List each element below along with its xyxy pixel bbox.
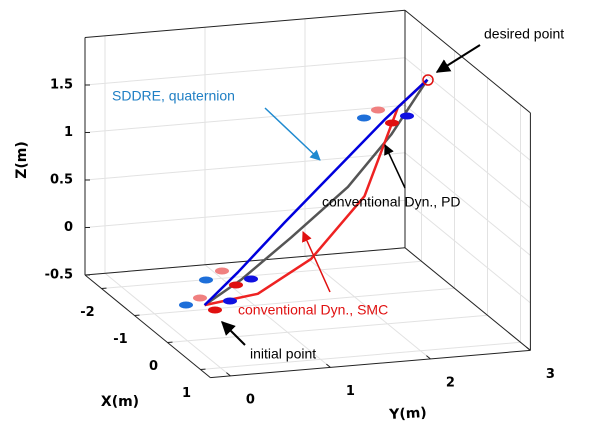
drone [215, 267, 229, 275]
grid-line [101, 260, 422, 289]
drone [229, 281, 243, 289]
y-tick-label: 1 [346, 384, 355, 399]
axis-line [210, 349, 531, 379]
grid-line [84, 104, 406, 133]
tick-mark [426, 355, 431, 360]
arrow [384, 144, 406, 189]
axis-line [84, 9, 406, 38]
grid-line [134, 287, 455, 316]
tick-mark [326, 363, 331, 368]
drone [371, 106, 385, 114]
annotation: desired point [484, 26, 564, 42]
tick-mark [226, 372, 231, 377]
z-tick-label: 1.5 [50, 78, 73, 93]
grid-line [204, 264, 331, 368]
grid-line [84, 152, 406, 181]
grid-line [404, 57, 531, 161]
grid-line [84, 199, 406, 228]
drone [223, 297, 237, 305]
z-tick-label: 1 [64, 125, 73, 140]
y-tick-label: 3 [546, 367, 555, 382]
z-tick-label: 0.5 [50, 173, 73, 188]
drone [357, 114, 371, 122]
arrow [302, 231, 331, 293]
drone [400, 112, 414, 120]
drone [199, 276, 213, 284]
axis-line [84, 274, 211, 378]
drone [244, 275, 258, 283]
y-tick-label: 2 [446, 375, 455, 390]
drones [179, 74, 434, 314]
drone [179, 301, 193, 309]
x-tick-label: -1 [113, 332, 127, 347]
z-tick-label: -0.5 [45, 268, 73, 283]
y-axis-label: Y(m) [388, 405, 427, 423]
z-axis-label: Z(m) [14, 141, 30, 179]
annotation: SDDRE, quaternion [112, 88, 235, 104]
x-tick-label: 1 [182, 386, 191, 401]
z-tick-label: 0 [64, 220, 73, 235]
tick-mark [526, 346, 531, 351]
axis-line [404, 247, 531, 351]
drone [193, 294, 207, 302]
arrow [221, 321, 246, 346]
grid [84, 9, 531, 379]
drone [385, 119, 399, 127]
goal-marker [422, 74, 434, 86]
grid-line [304, 255, 431, 360]
grid-line [104, 272, 231, 377]
x-tick-label: -2 [80, 305, 94, 320]
axis-line [84, 247, 406, 276]
grid-line [404, 152, 531, 256]
grid-line [84, 57, 406, 86]
axis-line [404, 9, 531, 114]
x-axis-label: X(m) [101, 394, 139, 410]
x-tick-label: 0 [149, 359, 158, 374]
trajectory [203, 78, 429, 306]
grid-line [200, 341, 521, 370]
drone [208, 306, 222, 314]
annotation: conventional Dyn., SMC [238, 302, 388, 318]
arrows [221, 44, 481, 346]
arrow [264, 107, 321, 161]
trajectories [203, 78, 429, 307]
arrow [435, 44, 481, 73]
y-tick-label: 0 [246, 392, 255, 407]
annotation: conventional Dyn., PD [322, 194, 461, 210]
grid-line [167, 314, 488, 343]
grid-line [404, 104, 531, 209]
grid-line [404, 199, 531, 304]
annotation: initial point [250, 346, 316, 362]
